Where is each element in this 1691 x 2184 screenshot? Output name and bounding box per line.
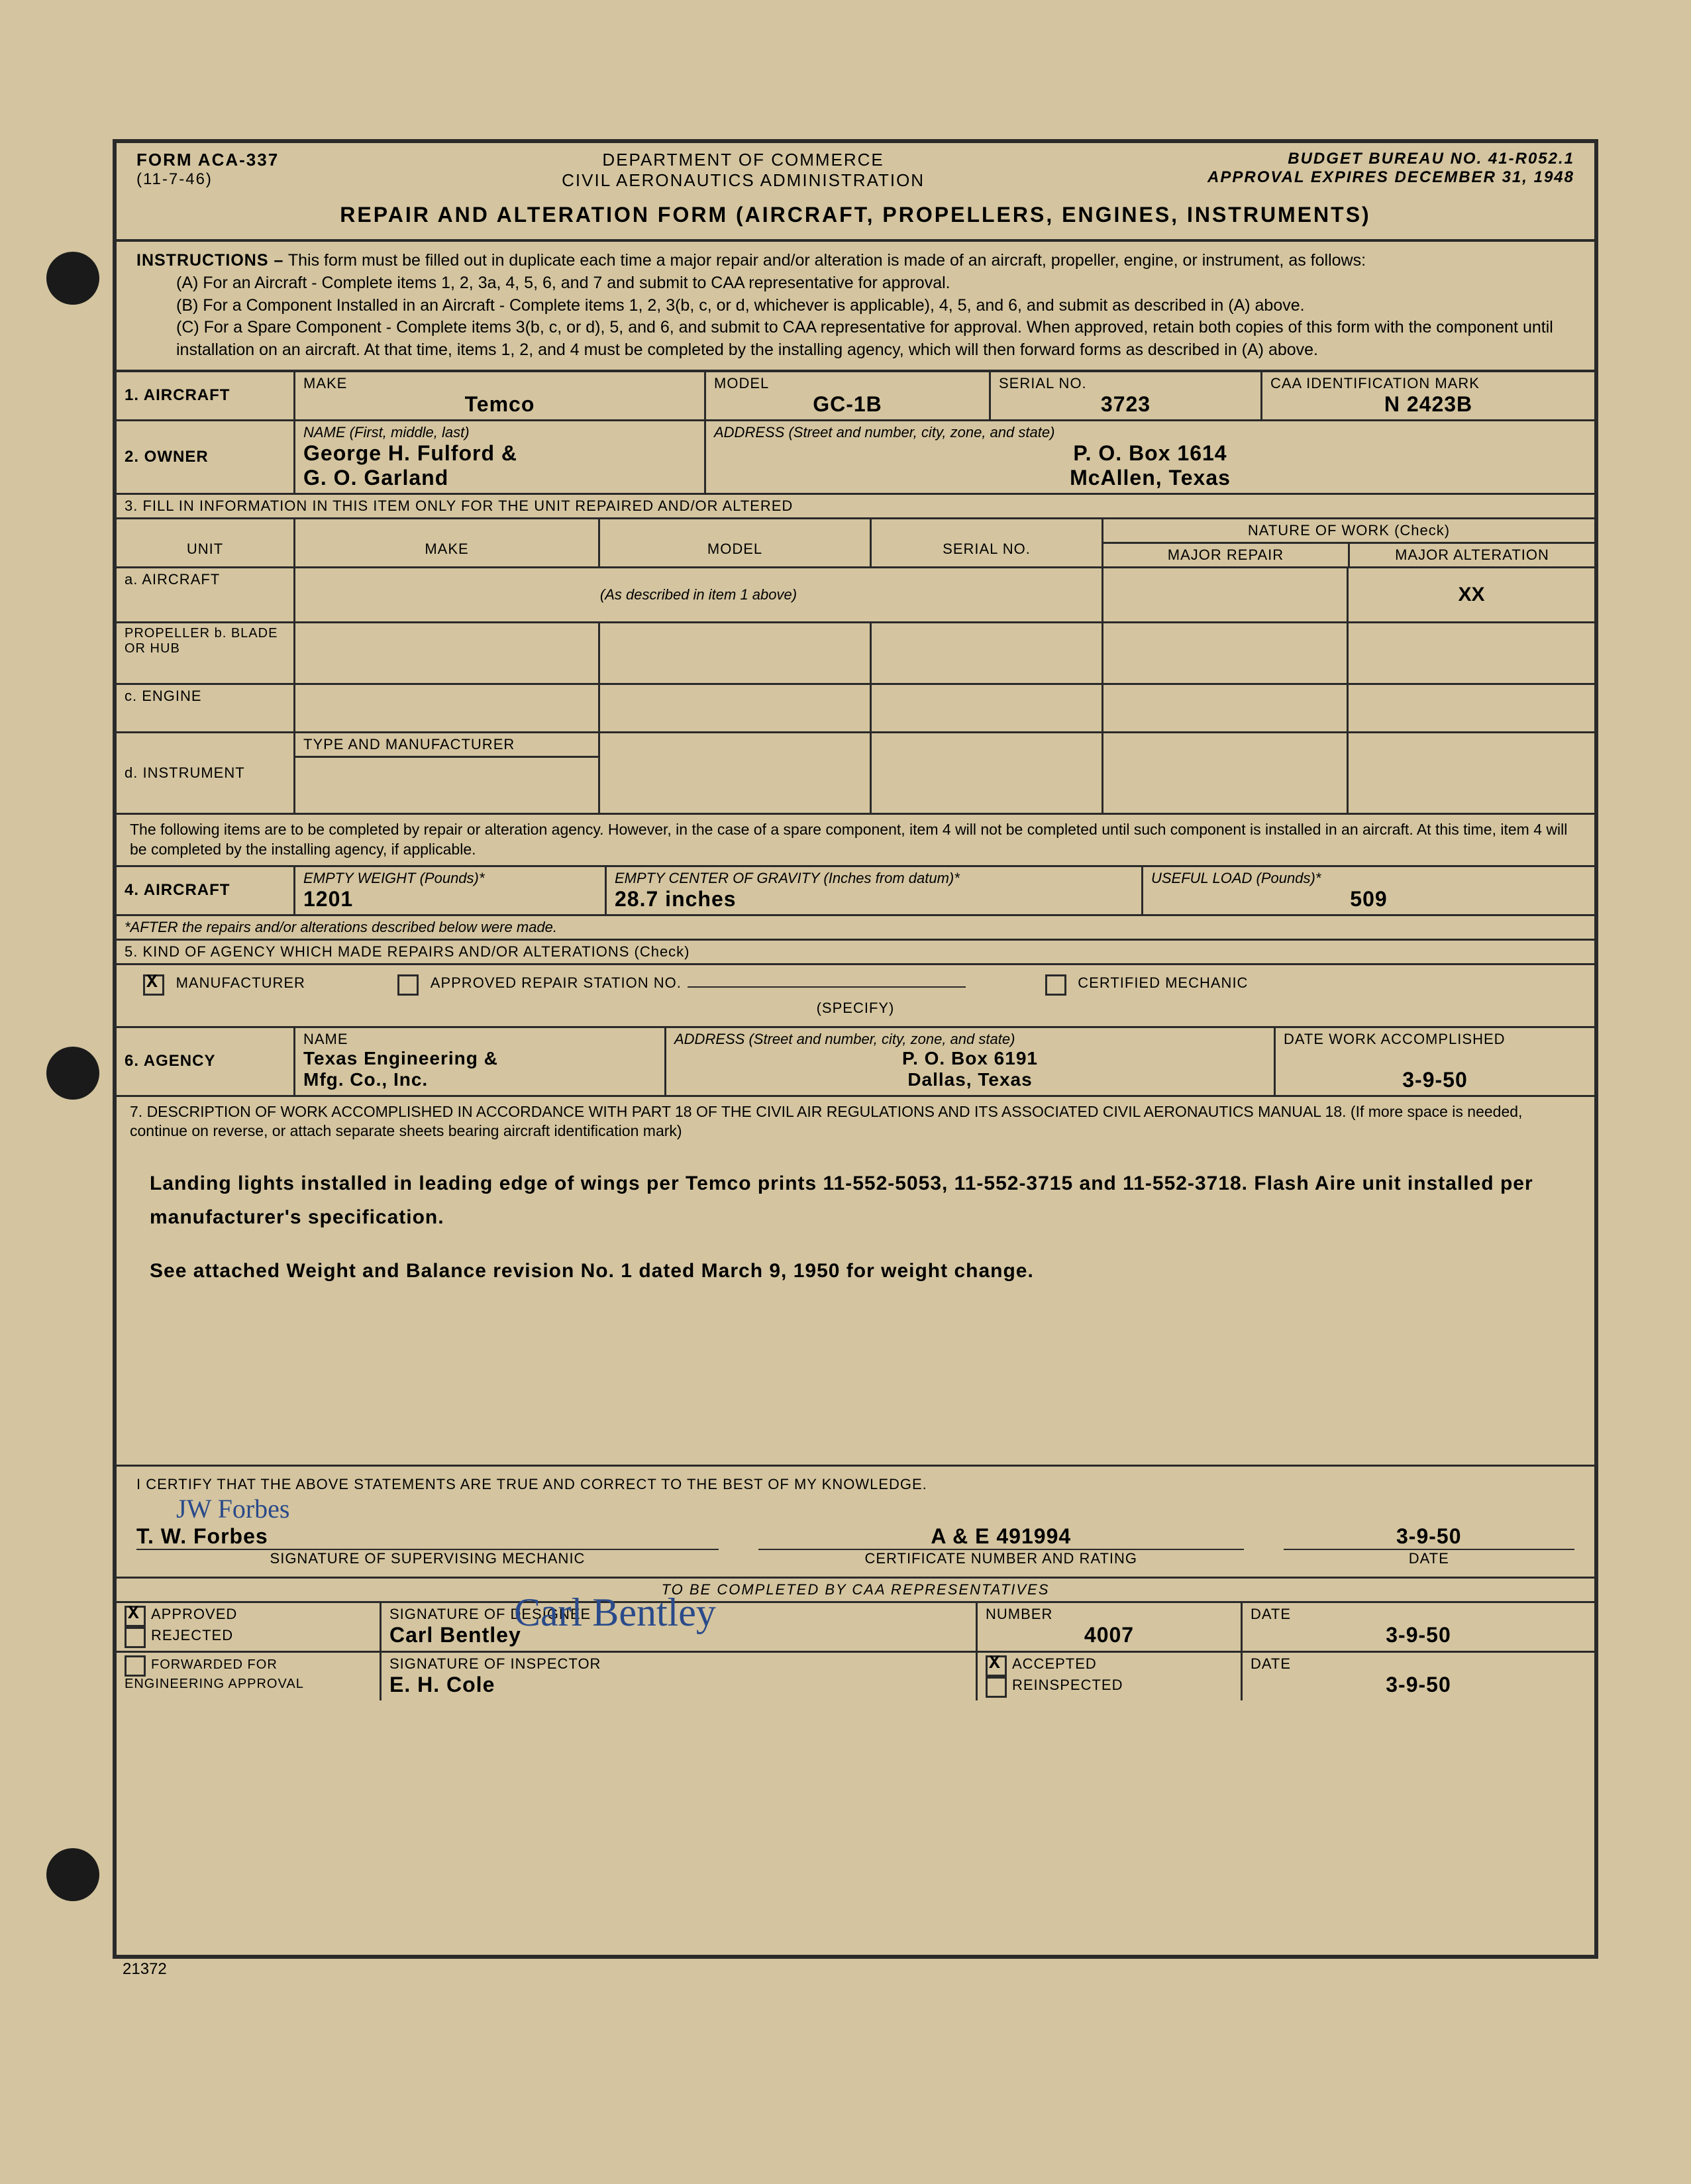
- form-title: REPAIR AND ALTERATION FORM (AIRCRAFT, PR…: [117, 191, 1594, 242]
- caa-date2: 3-9-50: [1251, 1673, 1586, 1697]
- empty-weight: 1201: [303, 887, 597, 911]
- owner-name1: George H. Fulford &: [303, 441, 696, 466]
- useful-load: 509: [1151, 887, 1586, 911]
- aircraft-serial: 3723: [999, 392, 1253, 417]
- dept-line2: CIVIL AERONAUTICS ADMINISTRATION: [562, 170, 925, 191]
- certify-date: 3-9-50: [1284, 1524, 1575, 1550]
- caa-section-header: TO BE COMPLETED BY CAA REPRESENTATIVES: [117, 1579, 1594, 1603]
- item7-header: 7. DESCRIPTION OF WORK ACCOMPLISHED IN A…: [117, 1097, 1594, 1147]
- item4-note: The following items are to be completed …: [117, 815, 1594, 867]
- instruction-b: (B) For a Component Installed in an Airc…: [136, 295, 1574, 317]
- work-description: Landing lights installed in leading edge…: [117, 1147, 1594, 1467]
- item5-row: MANUFACTURER APPROVED REPAIR STATION NO.…: [117, 965, 1594, 1028]
- item5-header: 5. KIND OF AGENCY WHICH MADE REPAIRS AND…: [117, 941, 1594, 963]
- item3b-row: PROPELLER b. BLADE OR HUB: [117, 623, 1594, 685]
- item6-row: 6. AGENCY NAME Texas Engineering & Mfg. …: [117, 1028, 1594, 1097]
- approved-checkbox: [125, 1606, 146, 1627]
- form-number: FORM ACA-337: [136, 150, 279, 170]
- designee-signature: Carl Bentley: [514, 1590, 716, 1636]
- item3d-row: d. INSTRUMENT TYPE AND MANUFACTURER: [117, 733, 1594, 815]
- approval-expires: APPROVAL EXPIRES DECEMBER 31, 1948: [1207, 168, 1574, 187]
- reinspected-checkbox: [986, 1677, 1007, 1698]
- item3c-row: c. ENGINE: [117, 685, 1594, 733]
- instructions-block: INSTRUCTIONS – This form must be filled …: [117, 242, 1594, 372]
- accepted-checkbox: [986, 1655, 1007, 1677]
- footer-number: 21372: [123, 1960, 167, 1979]
- owner-addr1: P. O. Box 1614: [714, 441, 1586, 466]
- item3a-alteration-check: XX: [1349, 568, 1594, 621]
- agency-name1: Texas Engineering &: [303, 1048, 656, 1069]
- mechanic-name: T. W. Forbes: [136, 1524, 719, 1550]
- mechanic-signature: JW Forbes: [136, 1493, 1574, 1524]
- agency-addr1: P. O. Box 6191: [674, 1048, 1266, 1069]
- caa-row2: FORWARDED FOR ENGINEERING APPROVAL SIGNA…: [117, 1653, 1594, 1700]
- certified-mechanic-checkbox: [1045, 974, 1066, 996]
- item3-header: 3. FILL IN INFORMATION IN THIS ITEM ONLY…: [117, 495, 1594, 517]
- after-note: *AFTER the repairs and/or alterations de…: [117, 916, 1594, 939]
- aircraft-model: GC-1B: [714, 392, 981, 417]
- inspector-name: E. H. Cole: [389, 1673, 968, 1697]
- certify-block: I CERTIFY THAT THE ABOVE STATEMENTS ARE …: [117, 1467, 1594, 1579]
- item1-row: 1. AIRCRAFT MAKE Temco MODEL GC-1B SERIA…: [117, 372, 1594, 421]
- approved-station-checkbox: [397, 974, 419, 996]
- agency-addr2: Dallas, Texas: [674, 1069, 1266, 1090]
- item4-row: 4. AIRCRAFT EMPTY WEIGHT (Pounds)* 1201 …: [117, 867, 1594, 916]
- instruction-c: (C) For a Spare Component - Complete ite…: [136, 317, 1574, 362]
- caa-date1: 3-9-50: [1251, 1623, 1586, 1647]
- dept-line1: DEPARTMENT OF COMMERCE: [562, 150, 925, 170]
- form-date: (11-7-46): [136, 170, 279, 189]
- caa-row1: APPROVED REJECTED SIGNATURE OF DESIGNEE …: [117, 1603, 1594, 1653]
- item3a-row: a. AIRCRAFT (As described in item 1 abov…: [117, 568, 1594, 623]
- agency-name2: Mfg. Co., Inc.: [303, 1069, 656, 1090]
- cert-number: A & E 491994: [758, 1524, 1244, 1550]
- empty-cg: 28.7 inches: [615, 887, 1133, 911]
- caa-number: 4007: [986, 1623, 1233, 1647]
- owner-name2: G. O. Garland: [303, 466, 696, 490]
- item3-table-header: UNIT MAKE MODEL SERIAL NO. NATURE OF WOR…: [117, 519, 1594, 568]
- instruction-a: (A) For an Aircraft - Complete items 1, …: [136, 272, 1574, 295]
- budget-no: BUDGET BUREAU NO. 41-R052.1: [1207, 150, 1574, 168]
- aircraft-caa-mark: N 2423B: [1270, 392, 1586, 417]
- aircraft-make: Temco: [303, 392, 696, 417]
- owner-addr2: McAllen, Texas: [714, 466, 1586, 490]
- forwarded-checkbox: [125, 1655, 146, 1677]
- work-date: 3-9-50: [1284, 1068, 1586, 1092]
- rejected-checkbox: [125, 1627, 146, 1648]
- item2-row: 2. OWNER NAME (First, middle, last) Geor…: [117, 421, 1594, 495]
- manufacturer-checkbox: [143, 974, 164, 996]
